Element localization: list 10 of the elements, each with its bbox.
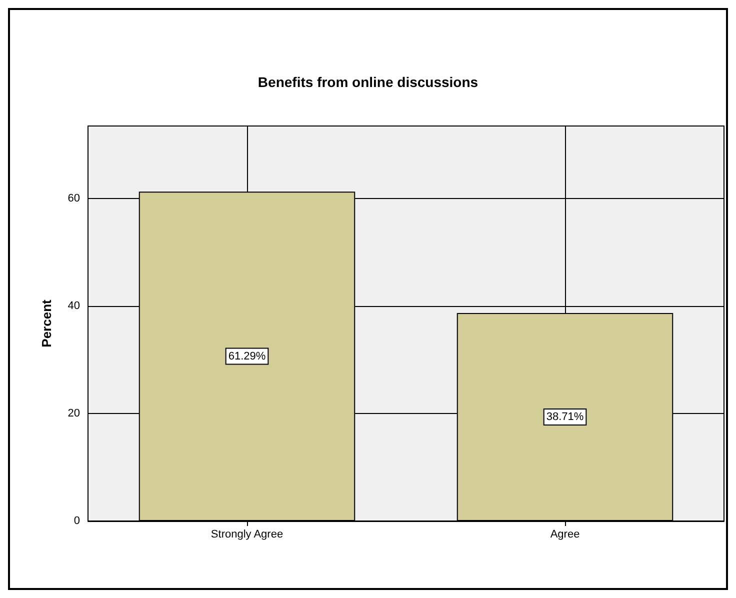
- y-tick-label: 20: [68, 408, 80, 420]
- data-label: 61.29%: [228, 350, 266, 362]
- y-tick-label: 0: [74, 515, 80, 527]
- x-tick-label: Agree: [550, 528, 580, 540]
- y-tick-label: 40: [68, 300, 80, 312]
- x-tick-label: Strongly Agree: [210, 528, 284, 540]
- y-tick-label: 60: [68, 192, 80, 205]
- y-axis-title: Percent: [39, 298, 54, 348]
- data-label: 38.71%: [546, 410, 584, 423]
- chart-title: Benefits from online discussions: [258, 74, 478, 90]
